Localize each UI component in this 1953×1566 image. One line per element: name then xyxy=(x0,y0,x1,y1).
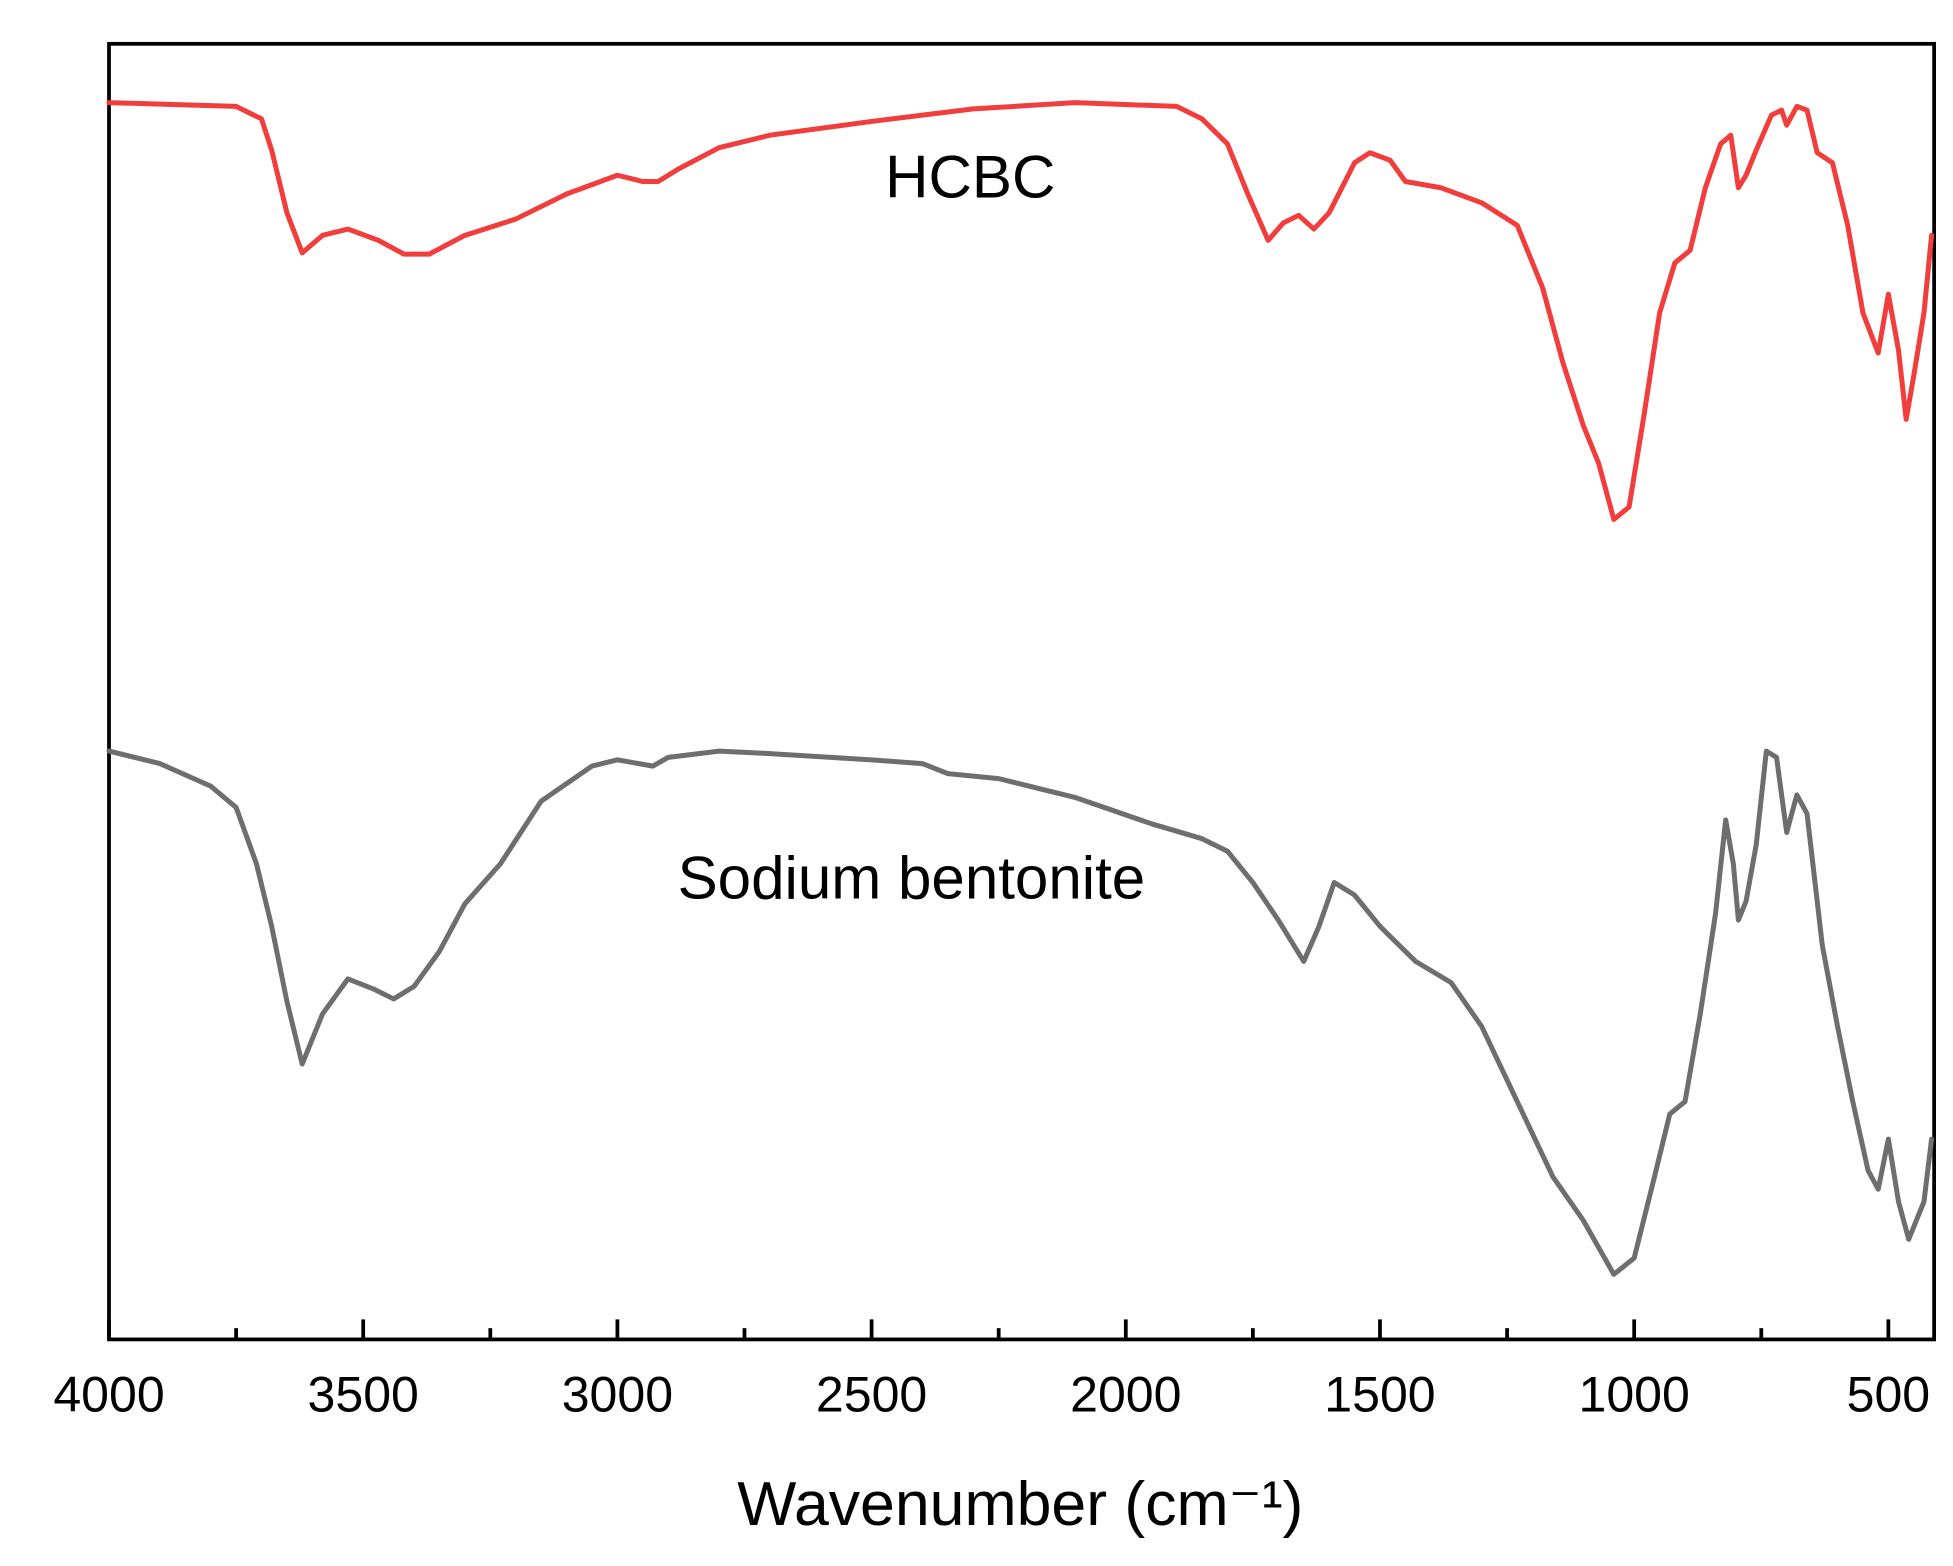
series-label: Sodium bentonite xyxy=(678,844,1146,911)
plot-frame xyxy=(107,41,1937,1342)
x-tick-label: 2500 xyxy=(816,1366,927,1422)
x-tick-label: 3000 xyxy=(562,1366,673,1422)
x-tick-label: 500 xyxy=(1847,1366,1931,1422)
spectrum-line xyxy=(106,748,1935,1277)
x-tick-label: 1000 xyxy=(1578,1366,1689,1422)
x-tick-label: 4000 xyxy=(53,1366,164,1422)
x-tick-label: 2000 xyxy=(1070,1366,1181,1422)
x-axis-title: Wavenumber (cm⁻¹) xyxy=(737,1469,1303,1539)
spectrum-line xyxy=(106,100,1935,522)
series-label: HCBC xyxy=(885,143,1055,210)
x-tick-label: 1500 xyxy=(1324,1366,1435,1422)
x-tick-label: 3500 xyxy=(308,1366,419,1422)
